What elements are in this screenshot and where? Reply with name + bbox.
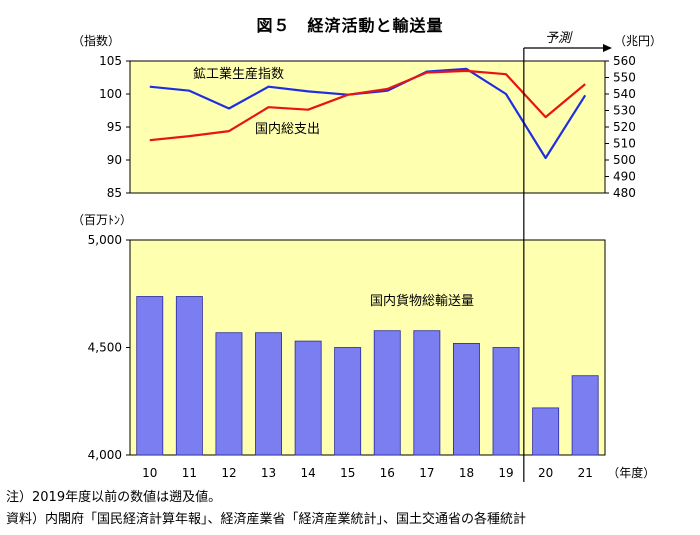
bar-plot-area — [129, 239, 606, 456]
x-tick-label: 14 — [300, 466, 315, 480]
y-tick-label-right: 490 — [613, 170, 636, 184]
x-tick-label: 19 — [498, 466, 513, 480]
y-tick-label-right: 540 — [613, 87, 636, 101]
bar — [334, 347, 362, 456]
y-tick-label-right: 480 — [613, 186, 636, 200]
x-tick-label: 15 — [340, 466, 355, 480]
source-text: 資料）内閣府「国民経済計算年報」、経済産業省「経済産業統計」、国土交通省の各種統… — [6, 512, 527, 527]
bar — [373, 330, 401, 456]
series-label-1: 鉱工業生産指数 — [193, 66, 284, 82]
bar — [294, 340, 322, 456]
bar — [532, 407, 560, 456]
x-tick-label: 10 — [142, 466, 157, 480]
bar — [215, 332, 243, 456]
forecast-arrowhead — [603, 44, 612, 52]
series-label-2: 国内総支出 — [255, 121, 320, 137]
y-tick-label-bar: 4,500 — [88, 341, 122, 355]
forecast-label: 予測 — [545, 31, 573, 46]
bar — [492, 347, 520, 456]
bar — [175, 296, 203, 456]
x-tick-label: 21 — [578, 466, 593, 480]
x-tick-label: 13 — [261, 466, 276, 480]
series-line-2 — [149, 69, 586, 142]
x-tick-label: 11 — [182, 466, 197, 480]
y-tick-label-right: 520 — [613, 120, 636, 134]
bar — [571, 375, 599, 456]
x-tick-label: 17 — [419, 466, 434, 480]
bar — [136, 296, 164, 456]
y-tick-label-right: 510 — [613, 137, 636, 151]
y-tick-label-left: 105 — [99, 54, 122, 68]
x-tick-label: 20 — [538, 466, 553, 480]
chart-title: 図５ 経済活動と輸送量 — [256, 16, 444, 35]
x-axis-unit: （年度） — [607, 465, 655, 480]
x-tick-label: 12 — [221, 466, 236, 480]
bar-series-label: 国内貨物総輸送量 — [370, 293, 474, 309]
y-tick-label-left: 90 — [107, 153, 122, 167]
y-tick-label-left: 85 — [107, 186, 122, 200]
y-axis-title-right: （兆円） — [614, 34, 662, 48]
bar — [413, 330, 441, 456]
y-axis-title-left: （指数） — [72, 33, 120, 48]
x-tick-label: 16 — [380, 466, 395, 480]
y-tick-label-right: 550 — [613, 71, 636, 85]
y-tick-label-left: 100 — [99, 87, 122, 101]
bar — [452, 342, 480, 456]
bar — [255, 332, 283, 456]
y-tick-label-right: 500 — [613, 153, 636, 167]
y-tick-label-right: 530 — [613, 104, 636, 118]
y-tick-label-left: 95 — [107, 120, 122, 134]
x-tick-label: 18 — [459, 466, 474, 480]
y-axis-title-bar: （百万ﾄﾝ） — [72, 213, 132, 227]
y-tick-label-bar: 4,000 — [88, 448, 122, 462]
y-tick-label-right: 560 — [613, 54, 636, 68]
note-text: 注）2019年度以前の数値は遡及値。 — [6, 490, 222, 505]
y-tick-label-bar: 5,000 — [88, 233, 122, 247]
